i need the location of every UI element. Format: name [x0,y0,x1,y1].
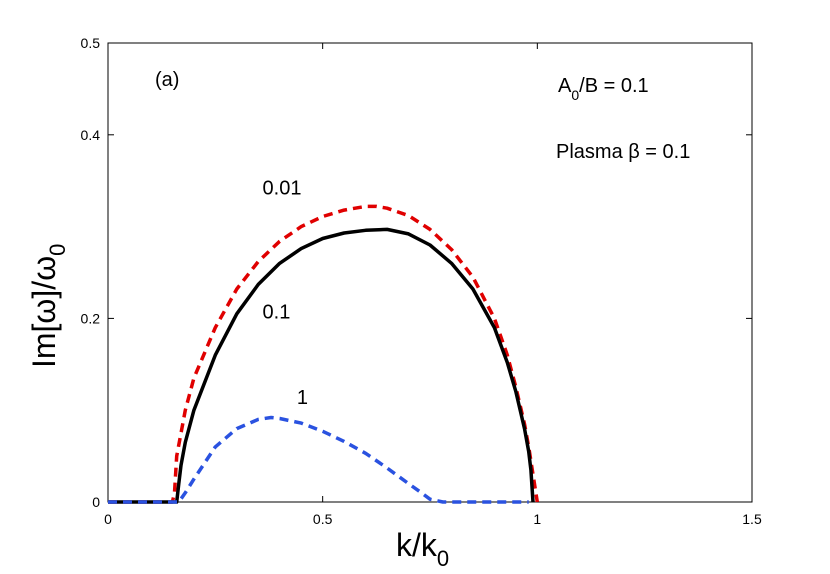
series-line-beta-1 [108,415,529,504]
x-tick-label: 0 [104,511,112,527]
y-ticks: 0 0.2 0.4 0.5 [81,35,752,510]
plot-frame [107,42,753,503]
y-axis-label: Im[ω]/ω0 [26,244,70,368]
curve-label: 0.1 [263,301,291,323]
x-tick-label: 0.5 [313,511,333,527]
curve-label: 1 [297,387,308,409]
plasma-beta-annotation: Plasma β = 0.1 [556,141,690,163]
a0-over-b-annotation: A0/B = 0.1 [558,75,649,103]
x-ticks: 0 0.5 1 1.5 [104,43,762,527]
series-lines [108,204,540,504]
panel-label: (a) [155,69,179,91]
y-tick-label: 0.4 [81,127,101,143]
y-tick-label: 0.5 [81,35,101,51]
series-line-beta-0.01 [108,204,540,504]
curve-label: 0.01 [263,177,302,199]
series-line-beta-0.1 [108,227,535,504]
x-axis-label: k/k0 [396,527,449,571]
x-tick-label: 1 [533,511,541,527]
y-tick-label: 0.2 [81,310,101,326]
x-tick-label: 1.5 [742,511,762,527]
y-tick-label: 0 [92,494,100,510]
curve-labels: 0.01 0.1 1 [263,177,308,408]
